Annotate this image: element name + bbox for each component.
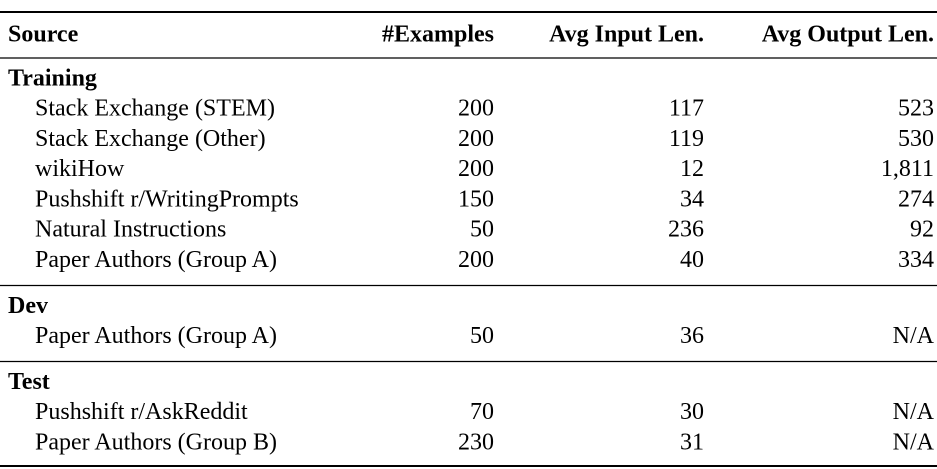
value-cell: 119 [669,126,704,152]
column-header: #Examples [382,22,494,48]
value-cell: 230 [458,429,494,455]
value-cell: 523 [898,96,934,122]
value-cell: 31 [680,429,704,455]
section-title: Test [8,369,50,395]
source-cell: Pushshift r/AskReddit [35,399,248,425]
value-cell: 34 [680,186,704,212]
value-cell: 150 [458,186,494,212]
source-cell: wikiHow [35,156,125,182]
value-cell: 200 [458,96,494,122]
source-cell: Natural Instructions [35,217,226,243]
value-cell: 117 [669,96,704,122]
column-header: Source [8,22,79,48]
value-cell: 12 [680,156,704,182]
value-cell: 40 [680,247,704,273]
section-title: Dev [8,293,48,319]
section-title: Training [8,66,97,92]
value-cell: 200 [458,247,494,273]
value-cell: 50 [470,217,494,243]
source-cell: Stack Exchange (Other) [35,126,266,152]
value-cell: 530 [898,126,934,152]
value-cell: 334 [898,247,934,273]
value-cell: 200 [458,156,494,182]
source-cell: Pushshift r/WritingPrompts [35,186,299,212]
value-cell: 274 [898,186,934,212]
value-cell: 70 [470,399,494,425]
value-cell: 50 [470,323,494,349]
value-cell: 30 [680,399,704,425]
column-header: Avg Output Len. [762,22,934,48]
column-header: Avg Input Len. [549,22,704,48]
value-cell: N/A [893,323,935,349]
value-cell: 1,811 [881,156,934,182]
source-cell: Paper Authors (Group B) [35,429,277,455]
source-cell: Stack Exchange (STEM) [35,96,275,122]
source-cell: Paper Authors (Group A) [35,247,277,273]
value-cell: N/A [893,429,935,455]
value-cell: N/A [893,399,935,425]
value-cell: 36 [680,323,704,349]
value-cell: 92 [910,217,934,243]
value-cell: 236 [668,217,704,243]
source-cell: Paper Authors (Group A) [35,323,277,349]
value-cell: 200 [458,126,494,152]
